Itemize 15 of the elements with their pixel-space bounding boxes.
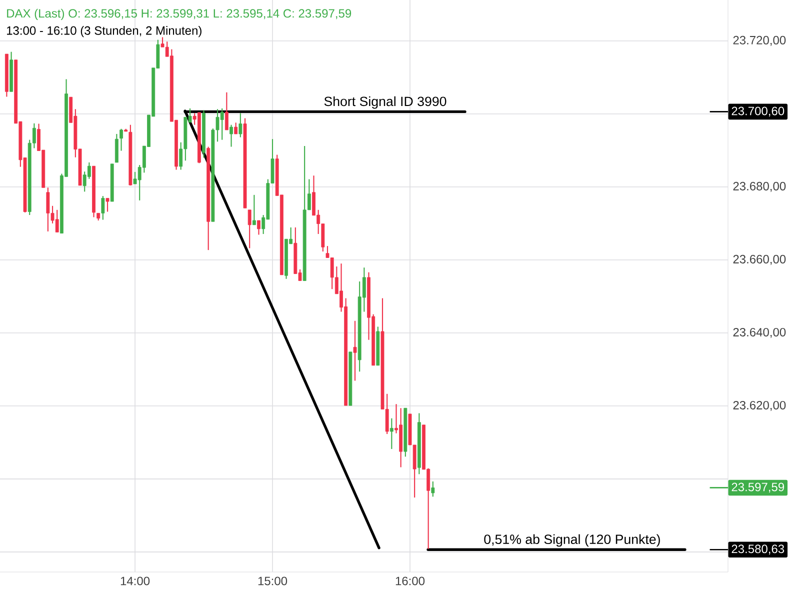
text: DAX (Last) O: 23.596,15 H: 23.599,31 L: 23.595,14 C: 23.597,59 [7,8,352,20]
y-tick-label: 23.620,00 [733,400,786,411]
y-tick-label: 23.720,00 [733,36,786,46]
x-tick-label: 16:00 [396,576,425,586]
y-tick-label: 23.680,00 [733,182,786,192]
ref-line-label: 23.700,60 [732,106,784,117]
y-tick-label: 23.660,00 [733,254,786,265]
ref-line-label: 23.597,59 [732,482,784,493]
y-tick-label: 23.640,00 [733,328,786,338]
text: 13:00 - 16:10 (3 Stunden, 2 Minuten) [7,26,202,38]
ref-line-label: 23.580,63 [732,544,784,555]
annotation: Short Signal ID 3990 [324,96,446,109]
annotation: 0,51% ab Signal (120 Punkte) [484,534,660,547]
x-tick-label: 14:00 [120,576,150,586]
x-tick-label: 15:00 [258,576,288,586]
